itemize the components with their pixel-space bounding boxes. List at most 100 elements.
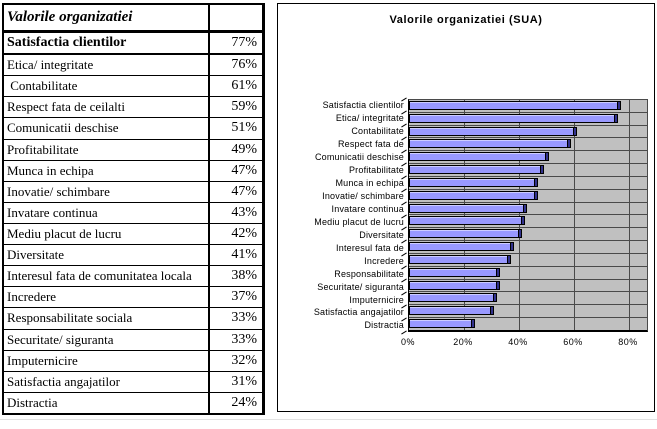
bar-row	[409, 177, 647, 190]
bar-row	[409, 100, 647, 113]
table-row-label: Securitate/ siguranta	[4, 329, 210, 350]
bar	[409, 113, 618, 123]
table-row-value: 31%	[231, 373, 257, 389]
table-row: Invatare continua 43%	[4, 202, 262, 224]
x-axis-tick-label: 60%	[563, 337, 583, 347]
bar	[409, 254, 511, 264]
bar-rows	[409, 100, 647, 330]
table-row: Distractia 24%	[4, 392, 262, 413]
table-row: Respect fata de ceilalti 59%	[4, 97, 262, 119]
table-row: Munca in echipa 47%	[4, 160, 262, 182]
table-row-value: 41%	[231, 247, 257, 263]
table-row-value: 59%	[231, 99, 257, 115]
table-row: Interesul fata de comunitatea locala 38%	[4, 266, 262, 288]
table-row-label: Satisfactia clientilor	[4, 33, 210, 54]
bar-end-cap	[534, 177, 539, 187]
bar-row	[409, 228, 647, 242]
bar	[409, 190, 539, 200]
table-row-value: 61%	[231, 78, 257, 94]
table-row-value: 33%	[231, 310, 257, 326]
table-row-label: Comunicatii deschise	[4, 118, 210, 139]
table-row-label: Mediu placut de lucru	[4, 223, 210, 245]
category-tick	[401, 123, 407, 128]
table-row-label: Incredere	[4, 287, 210, 308]
table-row-label: Interesul fata de comunitatea locala	[4, 266, 210, 287]
table-row-value: 24%	[231, 394, 257, 410]
category-tick	[401, 278, 407, 283]
bar-end-cap	[572, 126, 577, 136]
table-row: Imputernicire 32%	[4, 350, 262, 372]
bar-end-cap	[616, 101, 621, 110]
table-row: Comunicatii deschise 51%	[4, 118, 262, 140]
bar-end-cap	[520, 216, 525, 226]
x-axis-tick-label: 20%	[453, 337, 473, 347]
table-row-value: 47%	[231, 162, 257, 178]
category-tick	[401, 201, 407, 206]
bar-row	[409, 190, 647, 203]
bar	[409, 177, 539, 187]
bar	[409, 165, 544, 175]
bar-end-cap	[614, 113, 618, 123]
category-tick	[401, 97, 407, 102]
bar-end-cap	[506, 254, 511, 264]
table-row-value: 76%	[231, 57, 257, 73]
x-axis: 0% 20% 40% 60% 80%	[401, 337, 648, 349]
table-row-value: 77%	[231, 35, 257, 51]
category-label: Satisfactia angajatilor	[313, 307, 404, 318]
bar-end-cap	[490, 306, 495, 316]
table-row-label: Inovatie/ schimbare	[4, 181, 210, 202]
table-row-value: 43%	[231, 204, 257, 220]
bar	[409, 101, 621, 110]
bar-row	[409, 292, 647, 306]
bar	[409, 152, 550, 162]
bar-end-cap	[567, 139, 572, 149]
bar-end-cap	[523, 203, 528, 213]
table-row: Securitate/ siguranta 33%	[4, 329, 262, 351]
category-label: Distractia	[364, 320, 404, 331]
table-row: Diversitate 41%	[4, 245, 262, 267]
category-tick	[401, 304, 407, 309]
table-rows: Satisfactia clientilor 77% Etica/ integrit…	[4, 33, 262, 413]
table-header-label: Valorile organizatiei	[4, 5, 210, 30]
category-tick	[401, 110, 407, 115]
category-tick	[401, 214, 407, 219]
table-row: Mediu placut de lucru 42%	[4, 223, 262, 246]
bar-end-cap	[539, 165, 544, 175]
category-label: Responsabilitate	[334, 268, 404, 279]
category-label: Contabilitate	[351, 126, 404, 137]
table-row: Profitabilitate 49%	[4, 139, 262, 161]
table-row-value: 32%	[231, 352, 257, 368]
bar-row	[409, 318, 647, 330]
bar-end-cap	[534, 190, 539, 200]
bar-row	[409, 164, 647, 177]
category-axis-labels: Satisfactia clientilor Etica/ integritate…	[282, 99, 404, 332]
category-tick	[401, 162, 407, 167]
bar-end-cap	[509, 242, 514, 252]
table-row-value: 33%	[231, 331, 257, 347]
table-row-value: 51%	[231, 120, 257, 136]
bar-row	[409, 267, 647, 280]
table-row-label: Respect fata de ceilalti	[4, 97, 210, 118]
category-tick	[401, 226, 407, 231]
category-tick	[401, 330, 407, 335]
bar	[409, 139, 572, 149]
bar	[409, 216, 525, 226]
category-label: Diversitate	[359, 229, 404, 240]
table-row: Incredere 37%	[4, 287, 262, 309]
table-row-label: Etica/ integritate	[4, 55, 210, 76]
table-row-label: Invatare continua	[4, 202, 210, 223]
table-row-value: 37%	[231, 289, 257, 305]
category-label: Imputernicire	[349, 294, 404, 305]
category-tick	[401, 149, 407, 154]
table-row-value: 47%	[231, 183, 257, 199]
table-header-row: Valorile organizatiei	[4, 5, 262, 33]
table-row-value: 38%	[231, 268, 257, 284]
table-row: Satisfactia angajatilor 31%	[4, 371, 262, 393]
category-label: Satisfactia clientilor	[322, 100, 404, 111]
category-label: Etica/ integritate	[335, 113, 404, 124]
bar-row	[409, 254, 647, 267]
category-tick	[401, 317, 407, 322]
table-row-label: Profitabilitate	[4, 139, 210, 160]
bar-row	[409, 151, 647, 165]
bar	[409, 319, 475, 329]
